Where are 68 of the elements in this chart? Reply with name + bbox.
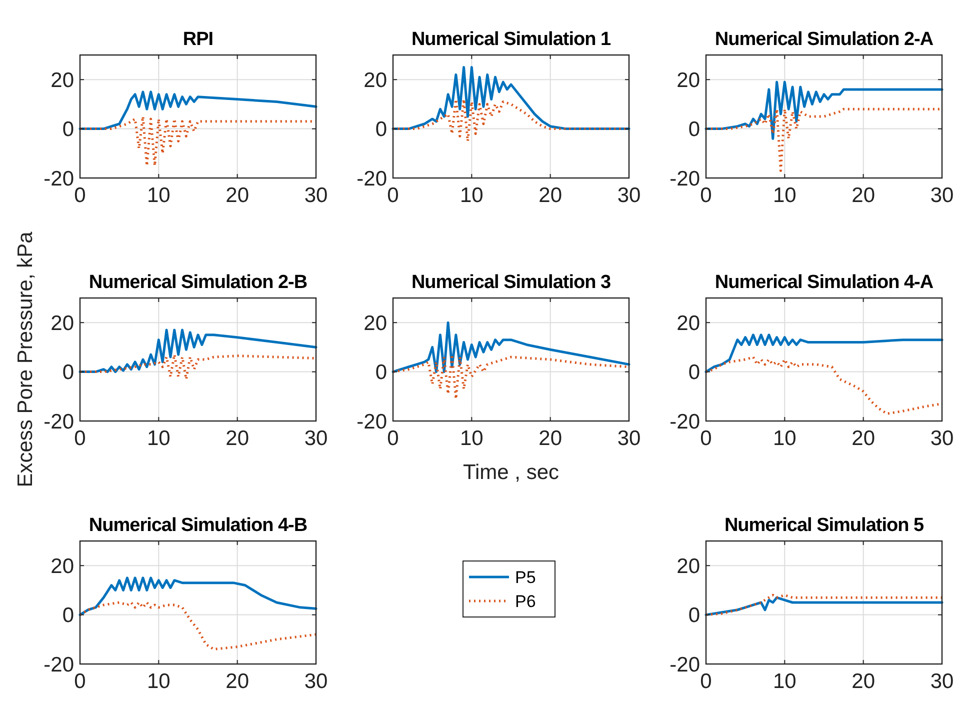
x-tick-label: 30 (617, 184, 641, 207)
line-series (78, 601, 318, 650)
y-tick-label: 20 (676, 312, 700, 335)
y-tick-label: 0 (62, 604, 74, 628)
x-tick-label: 10 (146, 670, 170, 693)
line-series (392, 321, 630, 374)
y-tick-label: 0 (688, 604, 700, 628)
x-tick-label: 20 (226, 670, 250, 693)
y-tick-label: -20 (44, 410, 74, 434)
x-tick-label: 20 (226, 427, 250, 450)
line-series (704, 80, 944, 140)
x-tick-label: 20 (538, 427, 562, 450)
x-tick-label: 20 (852, 427, 876, 450)
y-tick-label: 20 (676, 554, 700, 578)
y-tick-label: 0 (688, 361, 700, 384)
chart-title: Numerical Simulation 5 (724, 515, 924, 536)
x-tick-label: 10 (460, 184, 484, 207)
line-series (392, 66, 630, 130)
line-series (78, 328, 318, 374)
x-tick-label: 10 (460, 427, 484, 450)
y-tick-label: 0 (688, 118, 700, 142)
y-tick-label: 0 (62, 361, 74, 384)
line-series (78, 90, 318, 130)
x-tick-label: 20 (852, 184, 876, 207)
chart-title: Numerical Simulation 2-A (714, 29, 934, 50)
x-tick-label: 30 (617, 427, 641, 450)
x-tick-label: 10 (146, 184, 170, 207)
x-tick-label: 30 (304, 184, 328, 207)
chart-title: Numerical Simulation 2-B (88, 272, 308, 293)
x-tick-label: 10 (772, 670, 796, 693)
line-series (704, 334, 944, 374)
chart-title: Numerical Simulation 1 (411, 29, 612, 50)
y-tick-label: 20 (50, 312, 74, 335)
x-tick-label: 30 (930, 670, 954, 693)
legend-label: P6 (515, 592, 536, 611)
y-tick-label: 0 (375, 118, 387, 142)
chart-title: Numerical Simulation 4-B (88, 515, 308, 536)
x-tick-label: 10 (772, 427, 796, 450)
x-tick-label: 30 (304, 427, 328, 450)
x-tick-label: 20 (538, 184, 562, 207)
y-tick-label: -20 (670, 167, 700, 190)
y-tick-label: -20 (356, 410, 387, 434)
x-tick-label: 20 (852, 670, 876, 693)
y-tick-label: -20 (670, 410, 700, 434)
x-tick-label: 30 (930, 184, 954, 207)
y-tick-label: 20 (676, 68, 700, 92)
legend-label: P5 (515, 568, 536, 587)
x-tick-label: 30 (930, 427, 954, 450)
y-tick-label: 20 (50, 554, 74, 578)
y-tick-label: 0 (62, 118, 74, 142)
chart-title: RPI (182, 29, 214, 50)
x-axis-title: Time , sec (462, 461, 560, 484)
y-tick-label: -20 (44, 167, 74, 190)
y-tick-label: 0 (375, 361, 387, 384)
y-tick-label: -20 (44, 653, 74, 676)
x-tick-label: 30 (304, 670, 328, 693)
chart-title: Numerical Simulation 3 (411, 272, 611, 293)
y-axis-title: Excess Pore Pressure, kPa (14, 231, 37, 488)
y-tick-label: -20 (670, 653, 700, 676)
y-tick-label: 20 (50, 68, 74, 92)
x-tick-label: 10 (772, 184, 796, 207)
y-tick-label: -20 (356, 167, 387, 190)
chart-title: Numerical Simulation 4-A (714, 272, 934, 293)
y-tick-label: 20 (364, 312, 387, 335)
y-tick-label: 20 (364, 68, 387, 92)
x-tick-label: 20 (226, 184, 250, 207)
x-tick-label: 10 (146, 427, 170, 450)
line-series (78, 576, 318, 616)
